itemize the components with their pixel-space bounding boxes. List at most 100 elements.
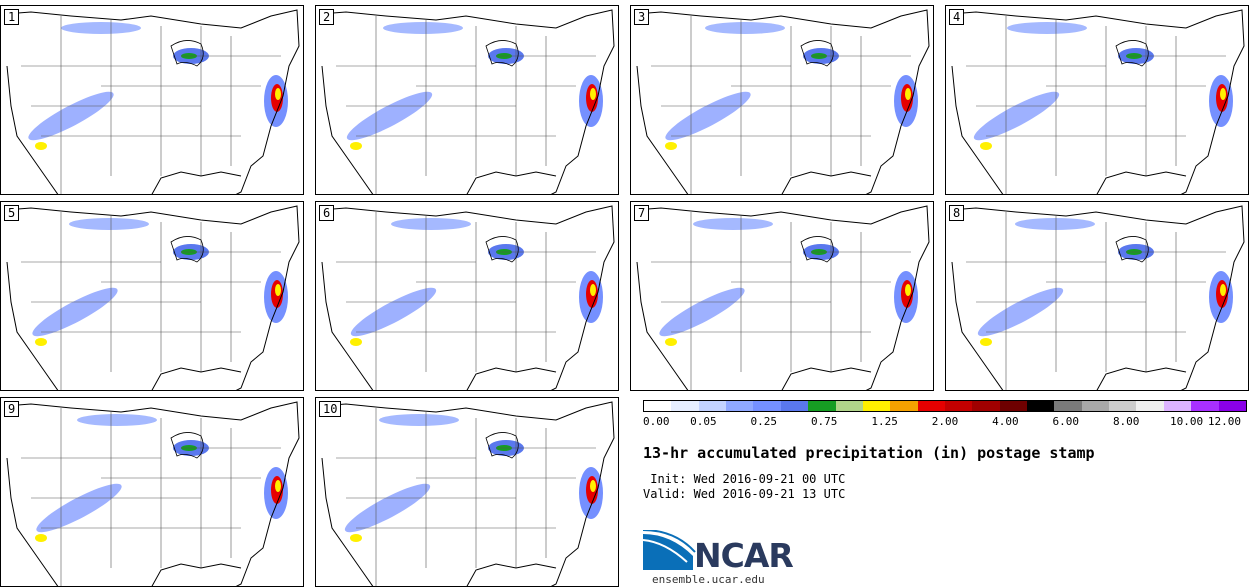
precip-band-southwest [659, 287, 745, 337]
colorbar-swatch [1027, 401, 1055, 411]
panel-number: 6 [319, 205, 335, 221]
great-lakes-outline [170, 432, 204, 459]
precip-band-southwest [28, 91, 114, 141]
map-panel-3: 3 [630, 5, 934, 195]
precip-band-southwest [344, 483, 431, 533]
great-lakes-outline [485, 236, 519, 263]
colorbar-tick-label: 4.00 [992, 415, 1019, 428]
precip-band-southwest [973, 91, 1060, 141]
map-panel-4: 4 [945, 5, 1249, 195]
great-lakes-outline [800, 40, 834, 67]
colorbar-swatch [1109, 401, 1137, 411]
great-lakes-outline [485, 40, 519, 67]
colorbar-swatch [1054, 401, 1082, 411]
great-lakes-outline [800, 236, 834, 263]
colorbar-tick-label: 0.00 [643, 415, 670, 428]
precip-band-southwest [665, 91, 751, 141]
map-panel-8: 8 [945, 201, 1249, 391]
panel-number: 8 [949, 205, 965, 221]
coastline [319, 401, 615, 586]
map-image [4, 401, 300, 586]
panel-number: 5 [4, 205, 20, 221]
colorbar-tick-label: 12.00 [1207, 415, 1241, 428]
map-image [949, 205, 1245, 390]
map-panel-2: 2 [315, 5, 619, 195]
ncar-logo-icon [643, 530, 696, 570]
colorbar-swatch [999, 401, 1028, 411]
coastline [949, 9, 1245, 194]
colorbar-tick-label: 10.00 [1170, 415, 1204, 428]
panel-number: 3 [634, 9, 650, 25]
precip-band-southwest [977, 287, 1064, 337]
colorbar-swatch [808, 401, 836, 411]
precip-band-north [391, 218, 471, 230]
coastline [949, 205, 1245, 390]
map-panel-7: 7 [630, 201, 934, 391]
colorbar-swatch [890, 401, 918, 411]
great-lakes-outline [1115, 40, 1149, 67]
panel-number: 1 [4, 9, 20, 25]
map-image [949, 9, 1245, 194]
precip-band-southwest [346, 91, 433, 141]
map-panel-1: 1 [0, 5, 304, 195]
precip-band-north [69, 218, 149, 230]
map-image [4, 9, 300, 194]
colorbar-swatch [1218, 401, 1246, 411]
coastline [4, 205, 300, 390]
precip-band-north [1007, 22, 1087, 34]
colorbar-swatch [1136, 401, 1164, 411]
precip-band-north [383, 22, 463, 34]
precip-band-north [61, 22, 141, 34]
colorbar-swatch [780, 401, 809, 411]
valid-time: Valid: Wed 2016-09-21 13 UTC [643, 487, 846, 501]
panel-number: 2 [319, 9, 335, 25]
coastline [4, 9, 300, 194]
plot-title: 13-hr accumulated precipitation (in) pos… [643, 444, 1095, 462]
map-image [4, 205, 300, 390]
colorbar-swatch [753, 401, 781, 411]
map-image [319, 401, 615, 586]
precip-colorbar [643, 400, 1247, 412]
colorbar-swatch [1191, 401, 1219, 411]
colorbar-tick-label: 0.75 [810, 415, 838, 428]
coastline [4, 401, 300, 586]
great-lakes-outline [1115, 236, 1149, 263]
colorbar-swatch [1081, 401, 1110, 411]
precip-band-north [705, 22, 785, 34]
colorbar-tick-label: 0.25 [750, 415, 778, 428]
ncar-logo-text: NCAR [694, 536, 794, 575]
map-image [319, 9, 615, 194]
colorbar-swatch [835, 401, 863, 411]
colorbar-tick-label: 8.00 [1112, 415, 1140, 428]
panel-number: 9 [4, 401, 20, 417]
colorbar-tick-label: 0.05 [690, 415, 717, 428]
map-image [634, 9, 930, 194]
colorbar-swatch [862, 401, 891, 411]
map-panel-6: 6 [315, 201, 619, 391]
precip-band-north [379, 414, 459, 426]
great-lakes-outline [170, 40, 204, 67]
precip-band-north [1015, 218, 1095, 230]
precip-band-north [77, 414, 157, 426]
colorbar-swatch [671, 401, 699, 411]
coastline [634, 9, 930, 194]
precip-band-southwest [32, 287, 118, 337]
colorbar-swatch [726, 401, 754, 411]
great-lakes-outline [170, 236, 204, 263]
colorbar-tick-label: 2.00 [931, 415, 959, 428]
site-url: ensemble.ucar.edu [652, 573, 765, 586]
precip-band-southwest [350, 287, 437, 337]
colorbar-swatch [972, 401, 1000, 411]
init-time: Init: Wed 2016-09-21 00 UTC [643, 472, 846, 486]
colorbar-swatch [1163, 401, 1192, 411]
coastline [634, 205, 930, 390]
map-image [634, 205, 930, 390]
coastline [319, 205, 615, 390]
map-image [319, 205, 615, 390]
time-info: Init: Wed 2016-09-21 00 UTC Valid: Wed 2… [643, 472, 845, 502]
panel-number: 7 [634, 205, 650, 221]
precip-band-southwest [36, 483, 122, 533]
panel-number: 4 [949, 9, 965, 25]
colorbar-swatch [944, 401, 973, 411]
colorbar-swatch [917, 401, 945, 411]
